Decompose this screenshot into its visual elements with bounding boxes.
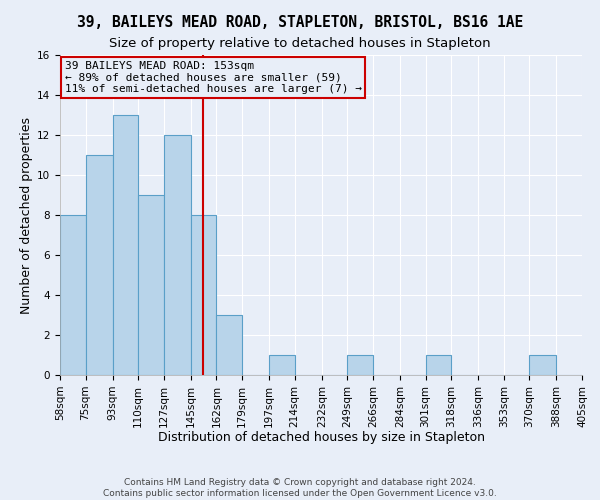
X-axis label: Distribution of detached houses by size in Stapleton: Distribution of detached houses by size …: [157, 431, 485, 444]
Bar: [217, 315, 242, 375]
Bar: [269, 355, 295, 375]
Bar: [164, 135, 191, 375]
Bar: [138, 195, 164, 375]
Text: 39 BAILEYS MEAD ROAD: 153sqm
← 89% of detached houses are smaller (59)
11% of se: 39 BAILEYS MEAD ROAD: 153sqm ← 89% of de…: [65, 61, 362, 94]
Bar: [60, 215, 86, 375]
Bar: [191, 215, 217, 375]
Bar: [529, 355, 556, 375]
Y-axis label: Number of detached properties: Number of detached properties: [20, 116, 33, 314]
Text: Size of property relative to detached houses in Stapleton: Size of property relative to detached ho…: [109, 38, 491, 51]
Bar: [86, 155, 113, 375]
Text: 39, BAILEYS MEAD ROAD, STAPLETON, BRISTOL, BS16 1AE: 39, BAILEYS MEAD ROAD, STAPLETON, BRISTO…: [77, 15, 523, 30]
Bar: [113, 115, 138, 375]
Bar: [347, 355, 373, 375]
Bar: [425, 355, 451, 375]
Text: Contains HM Land Registry data © Crown copyright and database right 2024.
Contai: Contains HM Land Registry data © Crown c…: [103, 478, 497, 498]
